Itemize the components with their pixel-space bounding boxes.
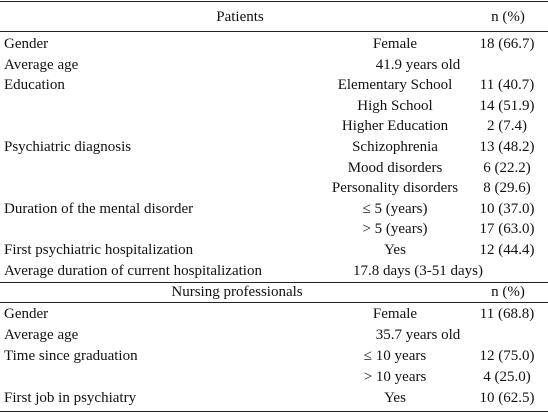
span-value: 41.9 years old bbox=[375, 56, 461, 73]
sub-category: > 5 (years) bbox=[362, 221, 428, 238]
n-value: 2 (7.4) bbox=[487, 118, 527, 135]
sub-category: Yes bbox=[384, 390, 406, 406]
n-value: 10 (37.0) bbox=[479, 200, 535, 217]
n-header: n (%) bbox=[491, 9, 525, 25]
n-value: 10 (62.5) bbox=[479, 390, 535, 406]
n-value: 12 (44.4) bbox=[479, 242, 535, 258]
sub-category: High School bbox=[357, 97, 433, 114]
sub-category: Female bbox=[372, 306, 418, 322]
sub-category: Personality disorders bbox=[331, 180, 459, 197]
sub-category: Yes bbox=[384, 242, 406, 258]
rule bbox=[0, 282, 548, 283]
section-title: Nursing professionals bbox=[171, 284, 303, 300]
row-label: Average duration of current hospitalizat… bbox=[4, 262, 262, 279]
row-label: Time since graduation bbox=[4, 348, 138, 364]
rule bbox=[0, 302, 548, 303]
n-value: 14 (51.9) bbox=[479, 97, 535, 114]
rule bbox=[0, 411, 548, 412]
n-value: 13 (48.2) bbox=[479, 139, 535, 155]
n-value: 12 (75.0) bbox=[479, 348, 535, 364]
n-header: n (%) bbox=[491, 284, 525, 300]
n-value: 18 (66.7) bbox=[479, 36, 535, 52]
row-label: Psychiatric diagnosis bbox=[4, 139, 132, 155]
section-title: Patients bbox=[216, 9, 264, 25]
sub-category: > 10 years bbox=[363, 369, 427, 385]
sub-category: Schizophrenia bbox=[352, 139, 438, 155]
span-value: 35.7 years old bbox=[375, 327, 461, 343]
sub-category: Elementary School bbox=[337, 77, 453, 94]
sub-category: Higher Education bbox=[341, 118, 449, 135]
n-value: 11 (68.8) bbox=[479, 306, 535, 322]
rule bbox=[0, 31, 548, 32]
sub-category: Female bbox=[372, 36, 418, 52]
sub-category: Mood disorders bbox=[347, 159, 443, 176]
row-label: Duration of the mental disorder bbox=[4, 200, 194, 217]
row-label: First psychiatric hospitalization bbox=[4, 242, 194, 258]
rule bbox=[0, 1, 548, 2]
row-label: Average age bbox=[4, 327, 79, 343]
n-value: 11 (40.7) bbox=[479, 77, 535, 94]
row-label: Gender bbox=[4, 306, 49, 322]
n-value: 4 (25.0) bbox=[483, 369, 531, 385]
sub-category: ≤ 5 (years) bbox=[362, 200, 428, 217]
n-value: 17 (63.0) bbox=[479, 221, 535, 238]
sub-category: ≤ 10 years bbox=[363, 348, 427, 364]
row-label: Education bbox=[4, 77, 65, 94]
span-value: 17.8 days (3-51 days) bbox=[353, 262, 483, 279]
row-label: Gender bbox=[4, 36, 49, 52]
row-label: First job in psychiatry bbox=[4, 390, 137, 406]
n-value: 6 (22.2) bbox=[483, 159, 531, 176]
n-value: 8 (29.6) bbox=[483, 180, 531, 197]
row-label: Average age bbox=[4, 56, 79, 73]
